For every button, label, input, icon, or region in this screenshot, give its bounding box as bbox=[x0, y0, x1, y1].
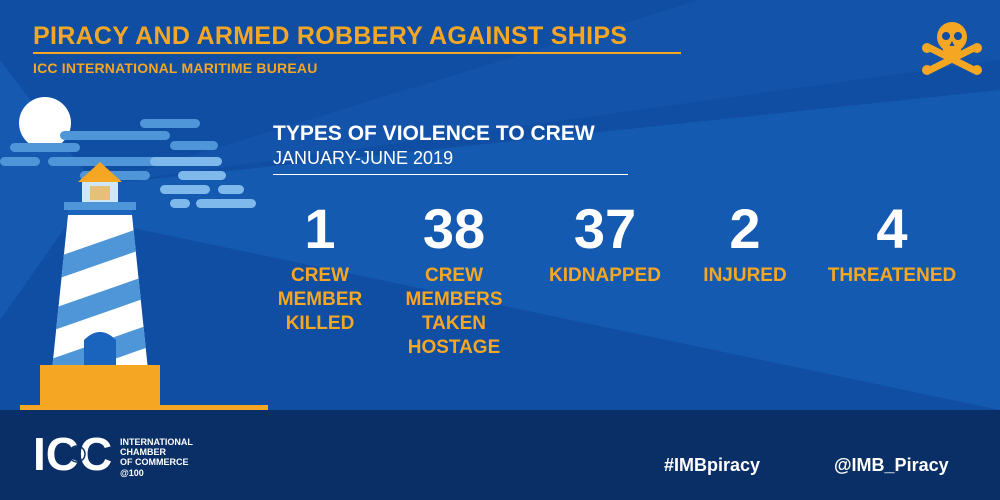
section-period: JANUARY-JUNE 2019 bbox=[273, 148, 454, 168]
twitter-handle-link[interactable]: @IMB_Piracy bbox=[834, 455, 949, 475]
lighthouse-icon bbox=[20, 162, 268, 412]
hashtag-link[interactable]: #IMBpiracy bbox=[664, 455, 761, 475]
section-title: TYPES OF VIOLENCE TO CREW bbox=[273, 122, 595, 145]
stat-label: CREW MEMBER KILLED bbox=[277, 265, 363, 334]
section-divider bbox=[273, 174, 628, 175]
stat-value: 4 bbox=[876, 197, 908, 260]
stat-label: INJURED bbox=[703, 265, 787, 286]
anniversary-mark: @100 bbox=[120, 468, 144, 478]
stat-label: CREW MEMBERS TAKEN HOSTAGE bbox=[405, 265, 503, 358]
stat-label: KIDNAPPED bbox=[549, 265, 661, 286]
icc-logo: ICC bbox=[33, 428, 112, 478]
night-sky bbox=[0, 97, 256, 208]
org-name: INTERNATIONAL CHAMBER OF COMMERCE bbox=[120, 437, 193, 467]
stat-value: 1 bbox=[304, 197, 336, 260]
icc-logo-text: ICC bbox=[33, 428, 112, 478]
stat-injured: 2 INJURED bbox=[665, 196, 825, 288]
stat-value: 37 bbox=[573, 197, 637, 260]
stat-hostage: 38 CREW MEMBERS TAKEN HOSTAGE bbox=[374, 196, 534, 360]
moon-icon bbox=[19, 97, 71, 149]
cloud-icon bbox=[0, 119, 218, 180]
stat-kidnapped: 37 KIDNAPPED bbox=[525, 196, 685, 288]
stat-value: 2 bbox=[729, 197, 761, 260]
title-divider bbox=[33, 52, 681, 54]
stat-value: 38 bbox=[422, 197, 486, 260]
stat-label: THREATENED bbox=[827, 265, 957, 286]
page-title: PIRACY AND ARMED ROBBERY AGAINST SHIPS bbox=[33, 22, 628, 50]
globe-icon bbox=[68, 445, 86, 463]
page-subtitle: ICC INTERNATIONAL MARITIME BUREAU bbox=[33, 60, 318, 76]
footer-bar bbox=[0, 410, 1000, 500]
skull-crossbones-icon bbox=[922, 22, 982, 75]
stat-killed: 1 CREW MEMBER KILLED bbox=[240, 196, 400, 336]
stat-threatened: 4 THREATENED bbox=[812, 196, 972, 288]
